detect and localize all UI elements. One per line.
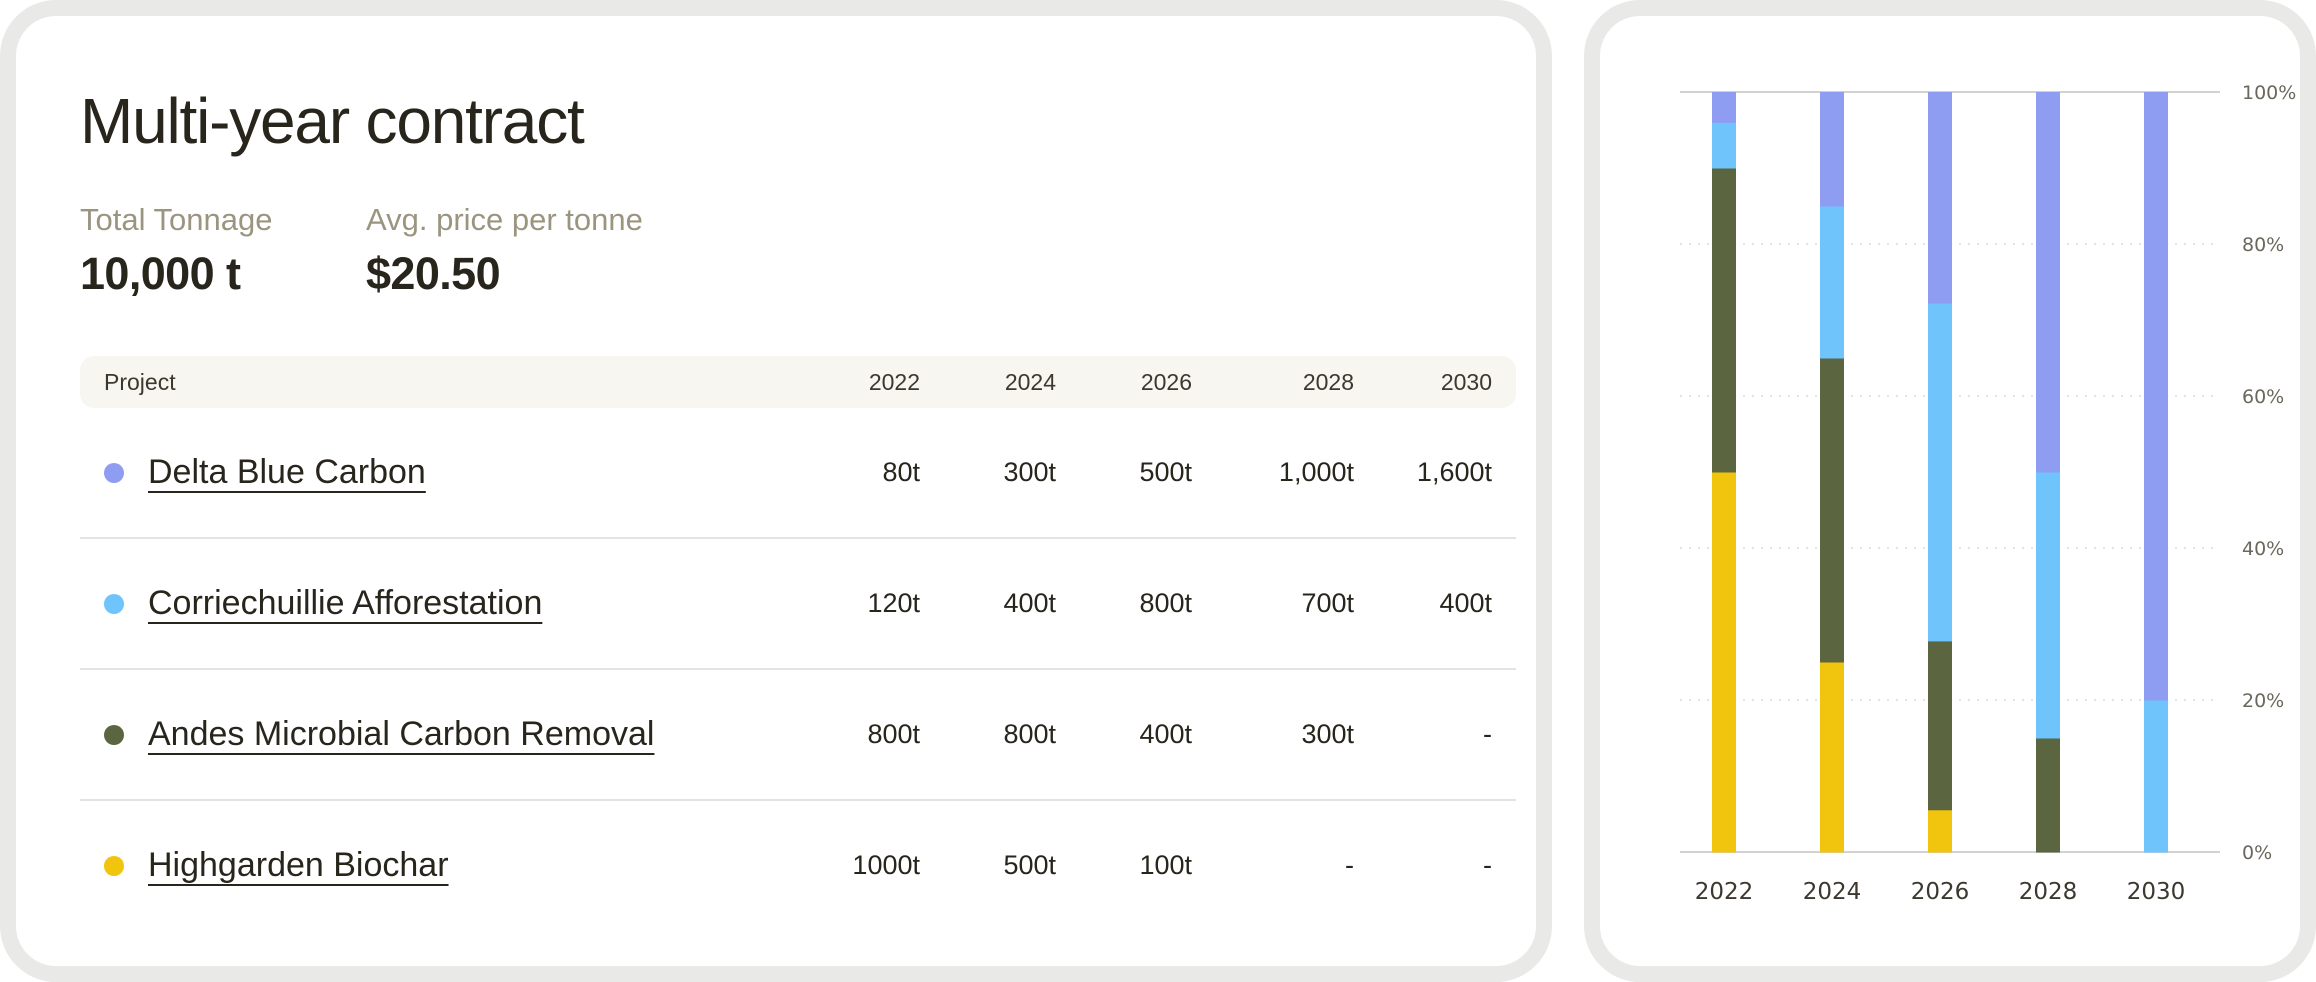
projects-table: Project 2022 2024 2026 2028 2030 Delta B…	[80, 356, 1516, 930]
project-cell: Andes Microbial Carbon Removal	[80, 669, 786, 801]
table-row: Andes Microbial Carbon Removal 800t 800t…	[80, 669, 1516, 801]
project-link-highgarden-biochar[interactable]: Highgarden Biochar	[148, 846, 449, 884]
project-cell: Corriechuillie Afforestation	[80, 538, 786, 670]
x-tick-label: 2024	[1803, 879, 1862, 905]
avg-price-value: $20.50	[366, 248, 501, 299]
total-tonnage-label: Total Tonnage	[80, 202, 273, 237]
table-row: Delta Blue Carbon 80t 300t 500t 1,000t 1…	[80, 408, 1516, 539]
table-cell: 300t	[1192, 669, 1354, 801]
table-cell: 700t	[1192, 538, 1354, 670]
x-tick-label: 2030	[2127, 879, 2186, 905]
bar-segment	[1712, 168, 1736, 473]
chart-card: 0% 20% 40% 60% 80% 100% 2022 2024 2026 2028 2030	[1584, 0, 2316, 982]
project-link-andes-microbial[interactable]: Andes Microbial Carbon Removal	[148, 715, 655, 753]
table-cell: 1000t	[852, 850, 920, 880]
table-cell: 800t	[920, 669, 1056, 801]
column-header: 2022	[786, 356, 920, 408]
bar-segment	[1820, 206, 1844, 359]
project-cell: Highgarden Biochar	[80, 800, 786, 930]
project-link-delta-blue-carbon[interactable]: Delta Blue Carbon	[148, 453, 426, 491]
table-row: Highgarden Biochar 1000t 500t 100t - -	[80, 800, 1516, 930]
table-cell: -	[1345, 850, 1354, 880]
bar-segment	[1928, 303, 1952, 642]
contract-card: Multi-year contract Total Tonnage 10,000…	[0, 0, 1552, 982]
table-cell: 800t	[786, 669, 920, 801]
table-cell: 120t	[786, 538, 920, 670]
legend-dot	[104, 724, 124, 745]
y-tick-label: 100%	[2242, 82, 2296, 104]
x-tick-label: 2028	[2019, 879, 2078, 905]
x-tick-label: 2022	[1695, 879, 1754, 905]
total-tonnage-value: 10,000 t	[80, 248, 241, 299]
bar-segment	[1712, 472, 1736, 853]
legend-dot	[104, 593, 124, 614]
bar-segment	[1820, 92, 1844, 207]
project-link-corriechuillie-afforestation[interactable]: Corriechuillie Afforestation	[148, 584, 543, 622]
table-cell: 1,600t	[1354, 408, 1516, 539]
table-cell: 400t	[920, 538, 1056, 670]
column-header: 2028	[1192, 356, 1354, 408]
table-cell: 80t	[786, 408, 920, 539]
bar-segment	[2036, 92, 2060, 473]
bar-segment	[2036, 738, 2060, 853]
table-header-row: Project 2022 2024 2026 2028 2030	[80, 356, 1516, 408]
table-cell: -	[1354, 669, 1516, 801]
table-cell: 500t	[1056, 408, 1192, 539]
bar-segment	[1928, 809, 1952, 853]
bar-segment	[1820, 358, 1844, 663]
column-header: 2026	[1056, 356, 1192, 408]
bar-segment	[1820, 662, 1844, 853]
table-cell: 400t	[1354, 538, 1516, 670]
column-header: Project	[80, 356, 786, 408]
bar-segment	[2144, 700, 2168, 853]
y-tick-label: 40%	[2242, 538, 2284, 560]
y-tick-label: 80%	[2242, 234, 2284, 256]
legend-dot	[104, 462, 124, 483]
y-tick-label: 60%	[2242, 386, 2284, 408]
table-cell: 1,000t	[1192, 408, 1354, 539]
table-cell: 800t	[1056, 538, 1192, 670]
total-tonnage-stat: Total Tonnage 10,000 t	[80, 202, 272, 300]
bar-segment	[1928, 640, 1952, 811]
table-cell: 100t	[1139, 850, 1192, 880]
page-title: Multi-year contract	[80, 85, 585, 157]
table-cell: -	[1483, 850, 1492, 880]
bar-segment	[2036, 472, 2060, 739]
legend-dot	[104, 855, 124, 876]
y-tick-label: 20%	[2242, 690, 2284, 712]
table-cell: 500t	[1003, 850, 1056, 880]
avg-price-stat: Avg. price per tonne $20.50	[366, 202, 643, 300]
x-tick-label: 2026	[1911, 879, 1970, 905]
table-row: Corriechuillie Afforestation 120t 400t 8…	[80, 538, 1516, 670]
bar-segment	[1712, 122, 1736, 169]
avg-price-label: Avg. price per tonne	[366, 202, 643, 237]
table-cell: 300t	[920, 408, 1056, 539]
table-cell: 400t	[1056, 669, 1192, 801]
bar-segment	[1712, 92, 1736, 123]
y-tick-label: 0%	[2242, 842, 2272, 864]
project-cell: Delta Blue Carbon	[80, 408, 786, 539]
stacked-bar-chart: 0% 20% 40% 60% 80% 100% 2022 2024 2026 2028 2030	[1680, 82, 2296, 905]
bar-segment	[2144, 92, 2168, 701]
bar-segment	[1928, 92, 1952, 304]
column-header: 2030	[1354, 356, 1516, 408]
column-header: 2024	[920, 356, 1056, 408]
